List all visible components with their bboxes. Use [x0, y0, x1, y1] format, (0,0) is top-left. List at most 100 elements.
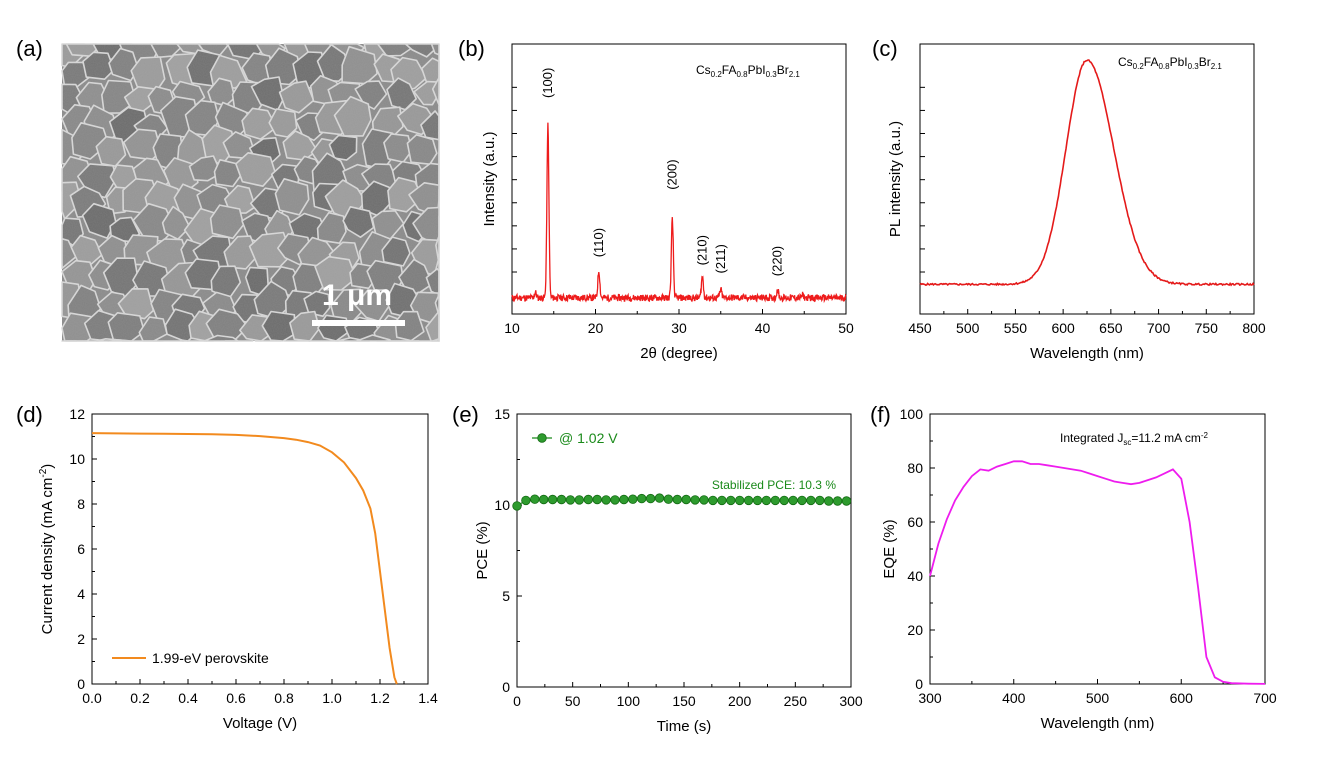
y-tick-label: 4 — [77, 586, 85, 602]
x-tick-label: 500 — [1086, 690, 1110, 706]
pce-point — [832, 496, 843, 506]
plot-frame — [929, 413, 1266, 685]
y-axis-label-suffix: ) — [39, 464, 56, 469]
y-axis-label-main: Intensity (a.u.) — [481, 131, 498, 226]
peak-label: (200) — [664, 159, 679, 189]
x-tick-label: 0.2 — [130, 690, 150, 706]
y-axis-label-main: Current density (mA cm — [39, 478, 56, 635]
stabilized-pce-annotation: Stabilized PCE: 10.3 % — [712, 478, 836, 492]
pce-point — [672, 494, 683, 505]
y-tick-label: 40 — [907, 568, 923, 584]
plot-frame — [919, 43, 1255, 315]
formula-pbi: PbI — [1170, 55, 1188, 69]
pce-point — [824, 496, 834, 506]
eqe-curve-line — [929, 460, 1266, 685]
pce-point — [815, 495, 825, 506]
x-tick-label: 550 — [1004, 320, 1028, 336]
legend-marker — [537, 433, 547, 443]
pce-point — [761, 495, 772, 506]
formula-sub-br: 2.1 — [1211, 62, 1223, 71]
x-tick-label: 0.4 — [178, 690, 198, 706]
formula-br: Br — [777, 63, 789, 77]
pce-chart: 0 50 100 150 200 250 300 0 5 10 15 Time (s) PCE (%) @… — [474, 406, 863, 735]
y-tick-label: 0 — [915, 676, 923, 692]
formula-sub-fa: 0.8 — [736, 70, 748, 79]
x-tick-label: 0 — [513, 693, 521, 709]
x-tick-label: 0.6 — [226, 690, 246, 706]
x-tick-label: 650 — [1099, 320, 1123, 336]
y-tick-label: 20 — [907, 622, 923, 638]
pce-point — [556, 494, 567, 505]
x-tick-label: 0.8 — [274, 690, 294, 706]
pce-point — [628, 494, 638, 504]
x-tick-label: 700 — [1253, 690, 1277, 706]
x-tick-label: 700 — [1147, 320, 1171, 336]
pce-point — [726, 495, 736, 506]
pce-point — [539, 494, 549, 505]
panel-label-a: (a) — [16, 36, 43, 61]
y-axis-label-main: EQE (%) — [881, 519, 898, 578]
x-axis-label: Wavelength (nm) — [1030, 345, 1144, 362]
pce-point — [743, 495, 754, 506]
peak-label: (100) — [540, 68, 555, 98]
formula-sub-cs: 0.2 — [1133, 62, 1145, 71]
y-tick-label: 2 — [77, 631, 85, 647]
svg-text:Cs0.2FA0.8PbI0.3Br2.1: Cs0.2FA0.8PbI0.3Br2.1 — [696, 63, 800, 79]
pce-point — [690, 495, 700, 505]
formula-sub-i: 0.3 — [766, 70, 778, 79]
xrd-pattern-line — [511, 122, 847, 304]
formula-sub-i: 0.3 — [1188, 62, 1200, 71]
x-tick-label: 150 — [672, 693, 696, 709]
pl-formula: Cs0.2FA0.8PbI0.3Br2.1 — [1118, 55, 1222, 71]
pce-point — [592, 494, 602, 505]
x-tick-label: 500 — [956, 320, 980, 336]
legend-label: 1.99-eV perovskite — [152, 650, 269, 666]
y-tick-label: 10 — [494, 497, 510, 513]
pce-point — [752, 495, 763, 506]
xrd-formula: Cs0.2FA0.8PbI0.3Br2.1 — [696, 63, 800, 79]
x-tick-label: 1.2 — [370, 690, 390, 706]
pce-point — [654, 493, 665, 503]
pce-point — [797, 495, 807, 506]
pce-point — [512, 501, 522, 511]
x-tick-label: 50 — [838, 320, 854, 336]
panel-label-e: (e) — [452, 402, 479, 427]
eqe-integrated-jsc: Integrated Jsc=11.2 mA cm-2 — [1060, 431, 1209, 447]
sem-scale-bar — [312, 320, 405, 326]
x-tick-label: 200 — [728, 693, 752, 709]
pce-point — [610, 495, 620, 505]
formula-fa: FA — [1144, 55, 1159, 69]
x-tick-label: 400 — [1002, 690, 1026, 706]
jv-curve-line — [91, 432, 398, 685]
x-tick-label: 50 — [565, 693, 581, 709]
y-tick-label: 100 — [900, 406, 924, 422]
pce-point — [583, 494, 594, 505]
y-axis-label-main: PCE (%) — [474, 521, 491, 579]
x-tick-label: 1.0 — [322, 690, 342, 706]
y-tick-label: 12 — [69, 406, 85, 422]
pce-point — [521, 495, 531, 506]
eqe-chart: 300 400 500 600 700 0 20 40 60 80 100 Wavelength (n… — [881, 406, 1277, 732]
pce-point — [788, 495, 798, 506]
pce-point — [645, 493, 656, 504]
pce-point — [574, 495, 585, 505]
formula-fa: FA — [722, 63, 737, 77]
y-tick-label: 0 — [77, 676, 85, 692]
legend-label: @ 1.02 V — [559, 430, 618, 446]
pce-point — [619, 494, 629, 505]
formula-sub-fa: 0.8 — [1158, 62, 1170, 71]
formula-cs: Cs — [1118, 55, 1133, 69]
x-axis-label: Voltage (V) — [223, 715, 297, 732]
peak-label: (210) — [694, 235, 709, 265]
peak-label: (211) — [713, 244, 728, 273]
y-tick-label: 80 — [907, 460, 923, 476]
eqe-annotation-sub: sc — [1123, 438, 1131, 447]
x-axis-label: Wavelength (nm) — [1041, 715, 1155, 732]
eqe-annotation-value: =11.2 mA cm — [1131, 431, 1200, 445]
peak-label: (220) — [770, 246, 785, 276]
x-tick-label: 0.0 — [82, 690, 102, 706]
pce-point — [530, 494, 540, 504]
pce-point — [547, 494, 558, 505]
jv-chart: 0.0 0.2 0.4 0.6 0.8 1.0 1.2 1.4 0 2 4 6 8 10 12 Voltage… — [38, 406, 438, 732]
x-tick-label: 30 — [671, 320, 687, 336]
